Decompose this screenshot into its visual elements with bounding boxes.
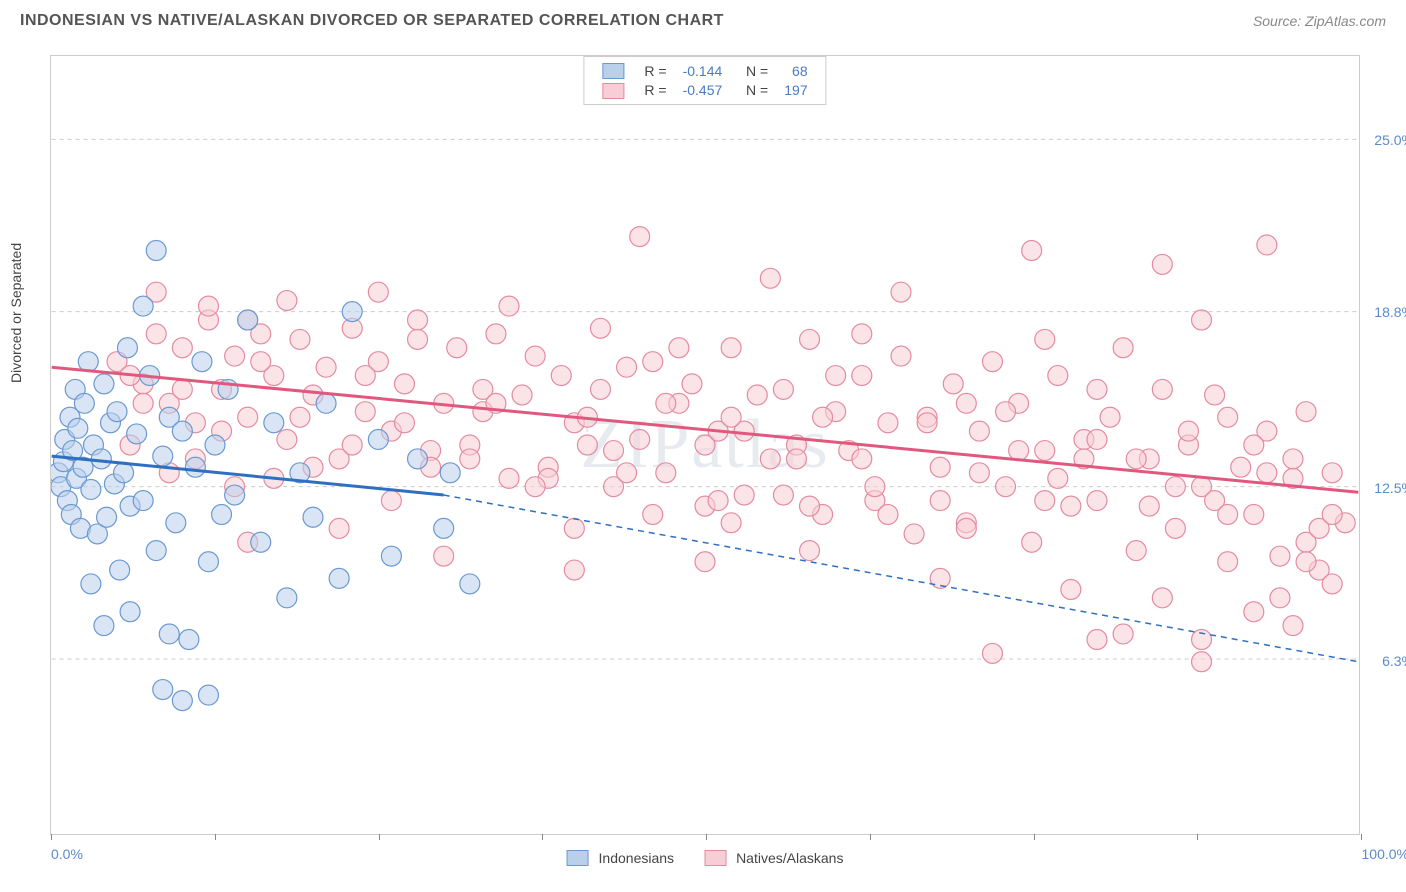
chart-source: Source: ZipAtlas.com [1253, 13, 1386, 29]
series-legend: Indonesians Natives/Alaskans [567, 850, 844, 866]
n-value-1: 197 [776, 80, 815, 99]
y-axis-title: Divorced or Separated [8, 243, 24, 383]
r-label: R = [636, 61, 674, 80]
x-tick [1034, 834, 1035, 840]
chart-header: INDONESIAN VS NATIVE/ALASKAN DIVORCED OR… [0, 0, 1406, 38]
legend-label: Natives/Alaskans [736, 850, 843, 866]
chart-title: INDONESIAN VS NATIVE/ALASKAN DIVORCED OR… [20, 12, 724, 30]
chart-plot-area: Divorced or Separated ZIPatlas R = -0.14… [50, 55, 1360, 835]
y-tick-label: 18.8% [1374, 304, 1406, 320]
n-label: N = [730, 61, 776, 80]
r-value-0: -0.144 [675, 61, 731, 80]
x-axis-min-label: 0.0% [51, 846, 83, 862]
r-value-1: -0.457 [675, 80, 731, 99]
source-label: Source: [1253, 13, 1301, 29]
x-tick [379, 834, 380, 840]
x-tick [51, 834, 52, 840]
x-tick [542, 834, 543, 840]
legend-item-indonesians: Indonesians [567, 850, 675, 866]
legend-swatch-icon [704, 850, 726, 866]
source-name: ZipAtlas.com [1305, 13, 1386, 29]
x-tick [870, 834, 871, 840]
x-tick [1197, 834, 1198, 840]
correlation-legend: R = -0.144 N = 68 R = -0.457 N = 197 [583, 56, 826, 105]
legend-swatch-icon [567, 850, 589, 866]
n-value-0: 68 [776, 61, 815, 80]
x-axis-max-label: 100.0% [1362, 846, 1406, 862]
x-tick [1361, 834, 1362, 840]
legend-swatch-indonesians [602, 63, 624, 79]
y-tick-label: 6.3% [1382, 653, 1406, 669]
scatter-svg [51, 56, 1359, 834]
y-tick-label: 25.0% [1374, 132, 1406, 148]
x-tick [215, 834, 216, 840]
legend-swatch-natives [602, 83, 624, 99]
x-tick [706, 834, 707, 840]
r-label: R = [636, 80, 674, 99]
n-label: N = [730, 80, 776, 99]
legend-item-natives: Natives/Alaskans [704, 850, 843, 866]
y-tick-label: 12.5% [1374, 480, 1406, 496]
legend-label: Indonesians [599, 850, 675, 866]
